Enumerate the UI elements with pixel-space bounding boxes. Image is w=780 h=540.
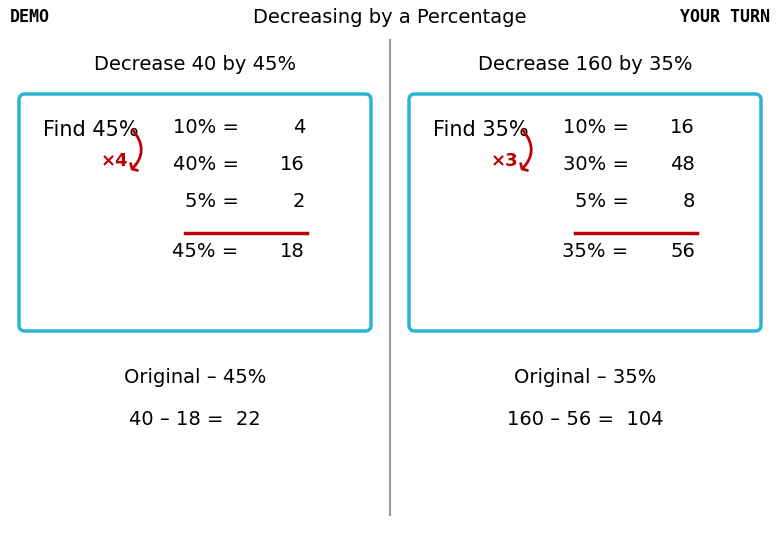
Text: 16: 16 [280,155,305,174]
Text: Decrease 40 by 45%: Decrease 40 by 45% [94,55,296,74]
Text: 2: 2 [292,192,305,211]
Text: Decreasing by a Percentage: Decreasing by a Percentage [254,8,526,27]
Text: Find 35%: Find 35% [433,120,529,140]
Text: 8: 8 [682,192,695,211]
Text: 10% =: 10% = [562,118,635,137]
Text: Decrease 160 by 35%: Decrease 160 by 35% [477,55,693,74]
Text: 45% =: 45% = [172,242,245,261]
Text: 56: 56 [670,242,695,261]
Text: 16: 16 [670,118,695,137]
Text: 160 – 56 =  104: 160 – 56 = 104 [507,410,663,429]
Text: Find 45%: Find 45% [43,120,139,140]
Text: 40 – 18 =  22: 40 – 18 = 22 [129,410,261,429]
FancyBboxPatch shape [19,94,371,331]
Text: ×3: ×3 [491,152,519,170]
FancyBboxPatch shape [409,94,761,331]
Text: 30% =: 30% = [562,155,635,174]
Text: Original – 45%: Original – 45% [124,368,266,387]
Text: 48: 48 [670,155,695,174]
Text: ×4: ×4 [101,152,129,170]
Text: YOUR TURN: YOUR TURN [680,8,770,26]
Text: 10% =: 10% = [172,118,245,137]
Text: 35% =: 35% = [562,242,635,261]
Text: 40% =: 40% = [172,155,245,174]
Text: Original – 35%: Original – 35% [514,368,656,387]
Text: 5% =: 5% = [575,192,635,211]
Text: 18: 18 [280,242,305,261]
Text: 4: 4 [292,118,305,137]
Text: DEMO: DEMO [10,8,50,26]
Text: 5% =: 5% = [185,192,245,211]
